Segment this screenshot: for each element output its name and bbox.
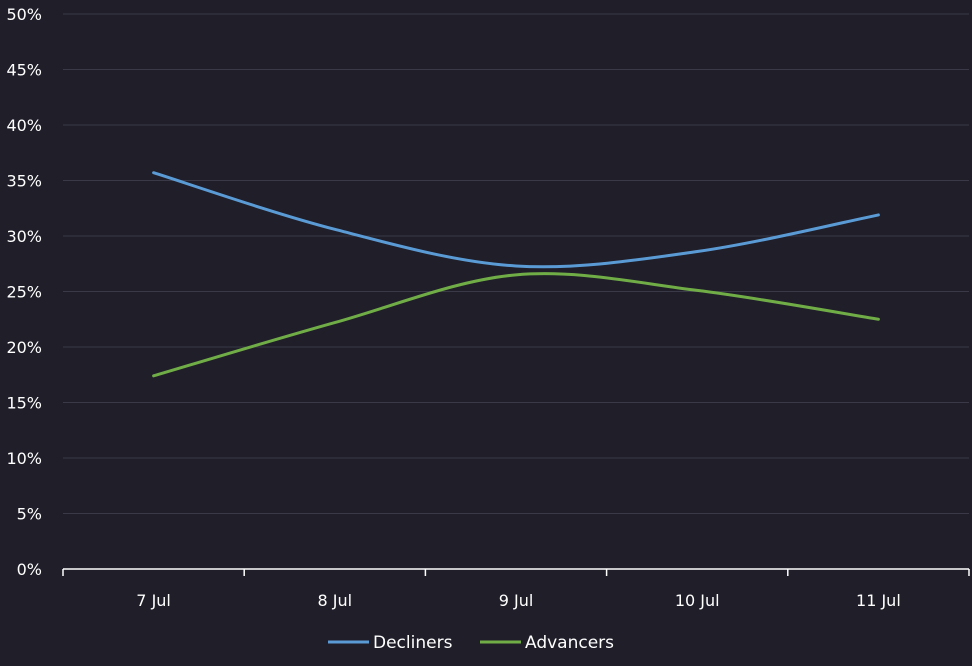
y-tick-label: 45% [6,61,42,80]
y-tick-label: 5% [17,505,42,524]
y-tick-label: 15% [6,394,42,413]
y-tick-label: 40% [6,116,42,135]
y-tick-label: 20% [6,338,42,357]
data-point-decliners [515,264,518,267]
y-tick-label: 35% [6,172,42,191]
series-group [152,171,880,378]
data-point-decliners [152,171,155,174]
x-axis: 7 Jul 8 Jul 9 Jul 10 Jul 11 Jul [62,568,970,610]
data-point-decliners [696,250,699,253]
x-tick-label: 7 Jul [136,591,171,610]
data-point-advancers [696,289,699,292]
series-line-advancers [152,272,880,378]
data-point-advancers [877,318,880,321]
series-line-decliners [152,171,880,269]
y-tick-label: 10% [6,449,42,468]
y-tick-label: 30% [6,227,42,246]
y-axis-labels: 0% 5% 10% 15% 20% 25% 30% 35% 40% 45% 50% [6,5,42,579]
x-tick-label: 8 Jul [318,591,353,610]
x-tick-label: 10 Jul [675,591,720,610]
y-gridlines [63,13,969,514]
legend: Decliners Advancers [328,633,614,653]
y-tick-label: 25% [6,283,42,302]
y-tick-label: 50% [6,5,42,24]
legend-item-decliners: Decliners [328,633,453,653]
x-tick-label: 11 Jul [856,591,901,610]
data-point-decliners [877,213,880,216]
legend-label: Advancers [525,633,614,653]
x-tick-label: 9 Jul [499,591,534,610]
data-point-advancers [333,321,336,324]
data-point-advancers [515,273,518,276]
legend-label: Decliners [373,633,453,653]
y-tick-label: 0% [17,560,42,579]
legend-item-advancers: Advancers [480,633,614,653]
data-point-advancers [152,374,155,377]
data-point-decliners [333,228,336,231]
